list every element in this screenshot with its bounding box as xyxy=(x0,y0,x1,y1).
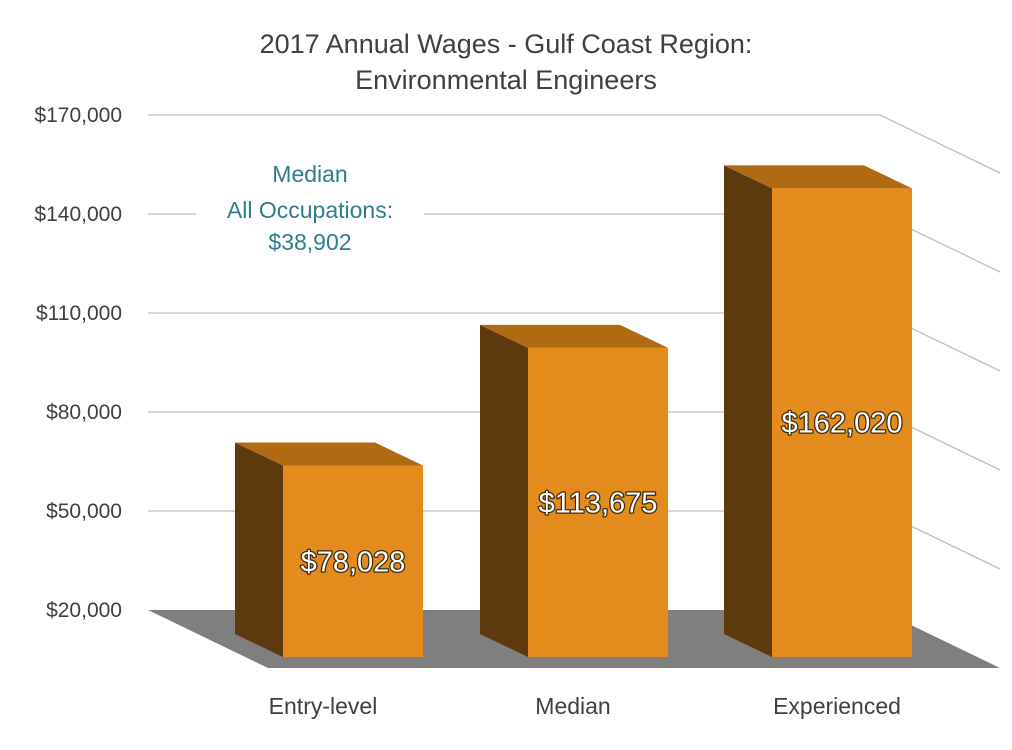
annotation-line: $38,902 xyxy=(268,229,351,255)
gridline-side xyxy=(879,114,1001,174)
bar-side-face xyxy=(480,324,528,657)
bar-experienced: $162,020 xyxy=(724,165,912,658)
y-tick-label: $80,000 xyxy=(46,401,122,424)
y-tick-label: $140,000 xyxy=(34,203,122,226)
x-category-label: Experienced xyxy=(773,693,901,719)
chart-title-line: 2017 Annual Wages - Gulf Coast Region: xyxy=(260,29,753,59)
bar-series: $78,028 $113,675 $162,020 xyxy=(235,165,912,658)
bar-top-face xyxy=(480,324,668,348)
x-category-label: Median xyxy=(535,693,610,719)
bar-side-face xyxy=(235,442,283,657)
annotation-background xyxy=(196,150,424,262)
bar-value-label: $78,028 xyxy=(301,546,406,578)
bar-front-face xyxy=(772,188,912,658)
bar-top-face xyxy=(724,165,912,189)
bar-entry-level: $78,028 xyxy=(235,442,423,657)
bar-front-face xyxy=(283,465,423,657)
annotation-line: All Occupations: xyxy=(227,197,393,223)
bar-median: $113,675 xyxy=(480,324,668,657)
median-all-occupations-annotation: Median All Occupations: $38,902 xyxy=(196,150,424,262)
y-axis: $20,000 $50,000 $80,000 $110,000 $140,000 $17… xyxy=(34,104,122,622)
bar-front-face xyxy=(528,347,668,657)
bar-value-label: $162,020 xyxy=(782,408,903,440)
y-tick-label: $170,000 xyxy=(34,104,122,127)
x-axis: Entry-level Median Experienced xyxy=(269,693,901,719)
y-tick-label: $50,000 xyxy=(46,500,122,523)
bar-top-face xyxy=(235,442,423,466)
x-category-label: Entry-level xyxy=(269,693,378,719)
bar-value-label: $113,675 xyxy=(539,487,658,519)
y-tick-label: $110,000 xyxy=(36,302,122,325)
annotation-line: Median xyxy=(272,161,347,187)
chart-title: 2017 Annual Wages - Gulf Coast Region: En… xyxy=(260,29,753,95)
chart-title-line: Environmental Engineers xyxy=(355,65,657,95)
bar-side-face xyxy=(724,165,772,658)
y-tick-label: $20,000 xyxy=(46,599,122,622)
